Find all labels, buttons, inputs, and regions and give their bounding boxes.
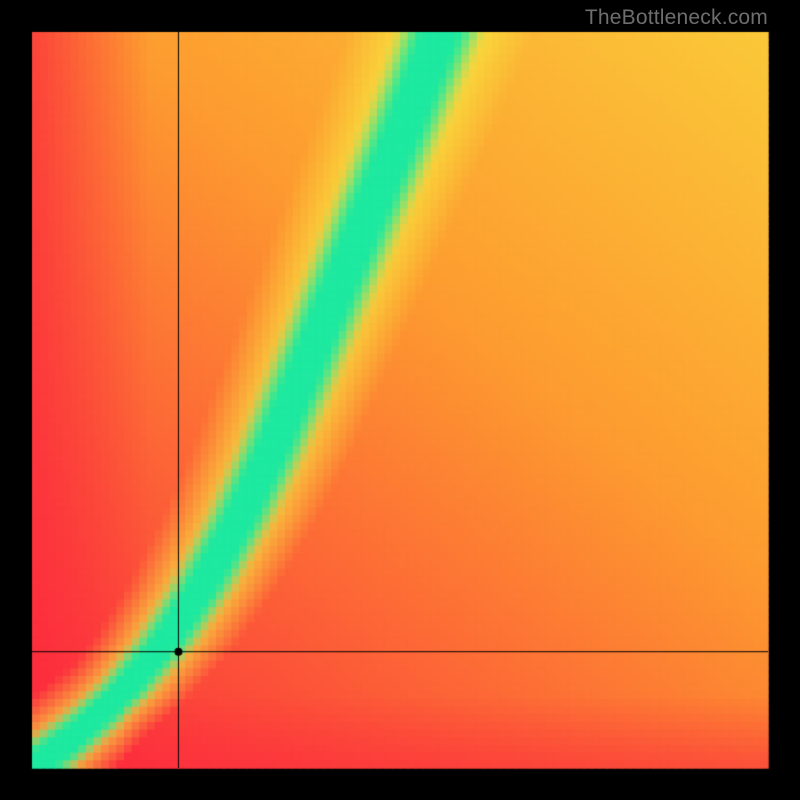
watermark-label: TheBottleneck.com: [585, 6, 768, 30]
bottleneck-heatmap: [0, 0, 800, 800]
